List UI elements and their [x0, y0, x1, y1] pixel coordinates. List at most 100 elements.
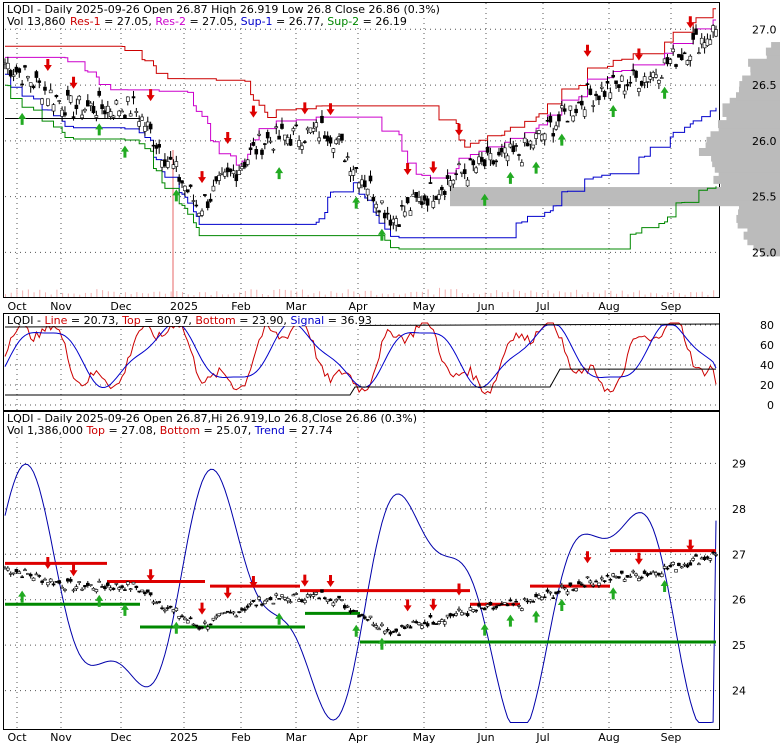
- volume-bar: [5, 294, 6, 297]
- buy-arrow: [275, 612, 284, 625]
- candle-body: [311, 128, 316, 132]
- price-candles: [3, 24, 718, 232]
- candle-body: [382, 630, 387, 634]
- profile-bar: [718, 170, 780, 179]
- candle-body: [31, 85, 36, 89]
- candle-body: [274, 593, 279, 596]
- candle-body: [477, 156, 481, 164]
- candle-body: [257, 596, 261, 600]
- candle-body: [23, 65, 27, 68]
- candle-body: [80, 114, 84, 119]
- candle-body: [468, 607, 473, 611]
- candle-body: [345, 605, 350, 608]
- volume-bar: [267, 294, 269, 297]
- candle-body: [323, 135, 327, 139]
- candle-body: [574, 587, 578, 592]
- sell-arrow: [403, 599, 412, 612]
- sell-arrow: [146, 89, 155, 102]
- candle-body: [425, 623, 430, 627]
- buy-arrow: [352, 624, 361, 637]
- candle-body: [120, 585, 124, 588]
- candle-body: [400, 625, 404, 627]
- candle-body: [331, 602, 336, 606]
- candle-body: [699, 557, 704, 560]
- profile-bar: [726, 114, 780, 123]
- candle-body: [460, 171, 464, 174]
- volume-bar: [501, 292, 503, 297]
- candle-body: [639, 80, 644, 86]
- volume-bar: [147, 293, 149, 297]
- volume-bar: [90, 292, 92, 297]
- volume-bar: [27, 289, 29, 297]
- trend-panel-title: LQDI - Daily 2025-09-26 Open 26.87,Hi 26…: [7, 412, 417, 425]
- candle-body: [37, 80, 42, 83]
- candle-body: [74, 586, 79, 589]
- candle-body: [614, 80, 618, 84]
- candle-body: [263, 600, 267, 605]
- candle-body: [125, 581, 130, 585]
- candle-body: [211, 617, 216, 621]
- candle-body: [91, 105, 96, 114]
- buy-arrow: [480, 193, 489, 206]
- volume-bar: [256, 289, 258, 297]
- candle-body: [474, 609, 478, 612]
- volume-bar: [84, 292, 86, 297]
- candle-body: [548, 115, 553, 123]
- candle-body: [528, 599, 533, 602]
- profile-bar: [729, 97, 780, 106]
- volume-bar: [656, 293, 658, 297]
- candle-body: [180, 615, 184, 618]
- candle-body: [220, 173, 224, 175]
- candle-body: [494, 606, 498, 609]
- candle-body: [517, 154, 521, 156]
- candle-body: [571, 589, 576, 591]
- candle-body: [145, 121, 150, 127]
- candle-body: [128, 588, 133, 591]
- candle-body: [348, 610, 353, 613]
- candle-body: [371, 623, 376, 626]
- volume-bars: [5, 150, 715, 297]
- buy-arrow: [532, 161, 541, 174]
- candle-body: [140, 589, 144, 593]
- volume-bar: [222, 294, 224, 297]
- candle-body: [68, 95, 73, 103]
- candle-body: [46, 98, 50, 106]
- candle-body: [351, 169, 356, 176]
- legend-token: Sup-2: [327, 15, 359, 28]
- sell-arrow: [300, 102, 309, 115]
- candle-body: [668, 59, 673, 64]
- candle-body: [125, 96, 130, 102]
- candle-body: [337, 595, 341, 599]
- signal-arrows: [18, 16, 695, 241]
- candle-body: [511, 603, 516, 606]
- candle-body: [568, 105, 573, 111]
- legend-token: Sup-1: [241, 15, 273, 28]
- volume-bar: [570, 292, 572, 297]
- candle-body: [354, 167, 359, 169]
- candle-body: [679, 54, 684, 61]
- candle-body: [634, 573, 638, 576]
- candle-body: [434, 195, 438, 200]
- candle-body: [342, 605, 347, 609]
- candle-body: [648, 76, 653, 80]
- legend-token: Top: [121, 314, 141, 327]
- candle-body: [705, 556, 710, 559]
- sell-arrow: [583, 44, 592, 57]
- candle-body: [180, 180, 184, 184]
- profile-bar: [735, 92, 780, 101]
- candle-body: [517, 605, 521, 607]
- volume-bar: [650, 292, 652, 297]
- candle-body: [565, 591, 570, 595]
- volume-bar: [593, 292, 595, 297]
- volume-bar: [261, 293, 263, 297]
- volume-bar: [113, 291, 115, 297]
- candle-body: [43, 578, 47, 581]
- volume-bar: [324, 294, 326, 297]
- candle-body: [508, 143, 513, 148]
- stoch-signal: [4, 324, 717, 389]
- candle-body: [477, 603, 481, 607]
- candle-body: [691, 33, 695, 40]
- buy-arrow: [506, 614, 515, 627]
- volume-bar: [153, 291, 155, 297]
- profile-bar: [750, 69, 780, 78]
